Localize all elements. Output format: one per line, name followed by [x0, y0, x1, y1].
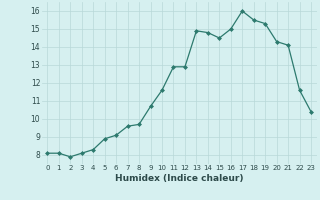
X-axis label: Humidex (Indice chaleur): Humidex (Indice chaleur) [115, 174, 244, 183]
